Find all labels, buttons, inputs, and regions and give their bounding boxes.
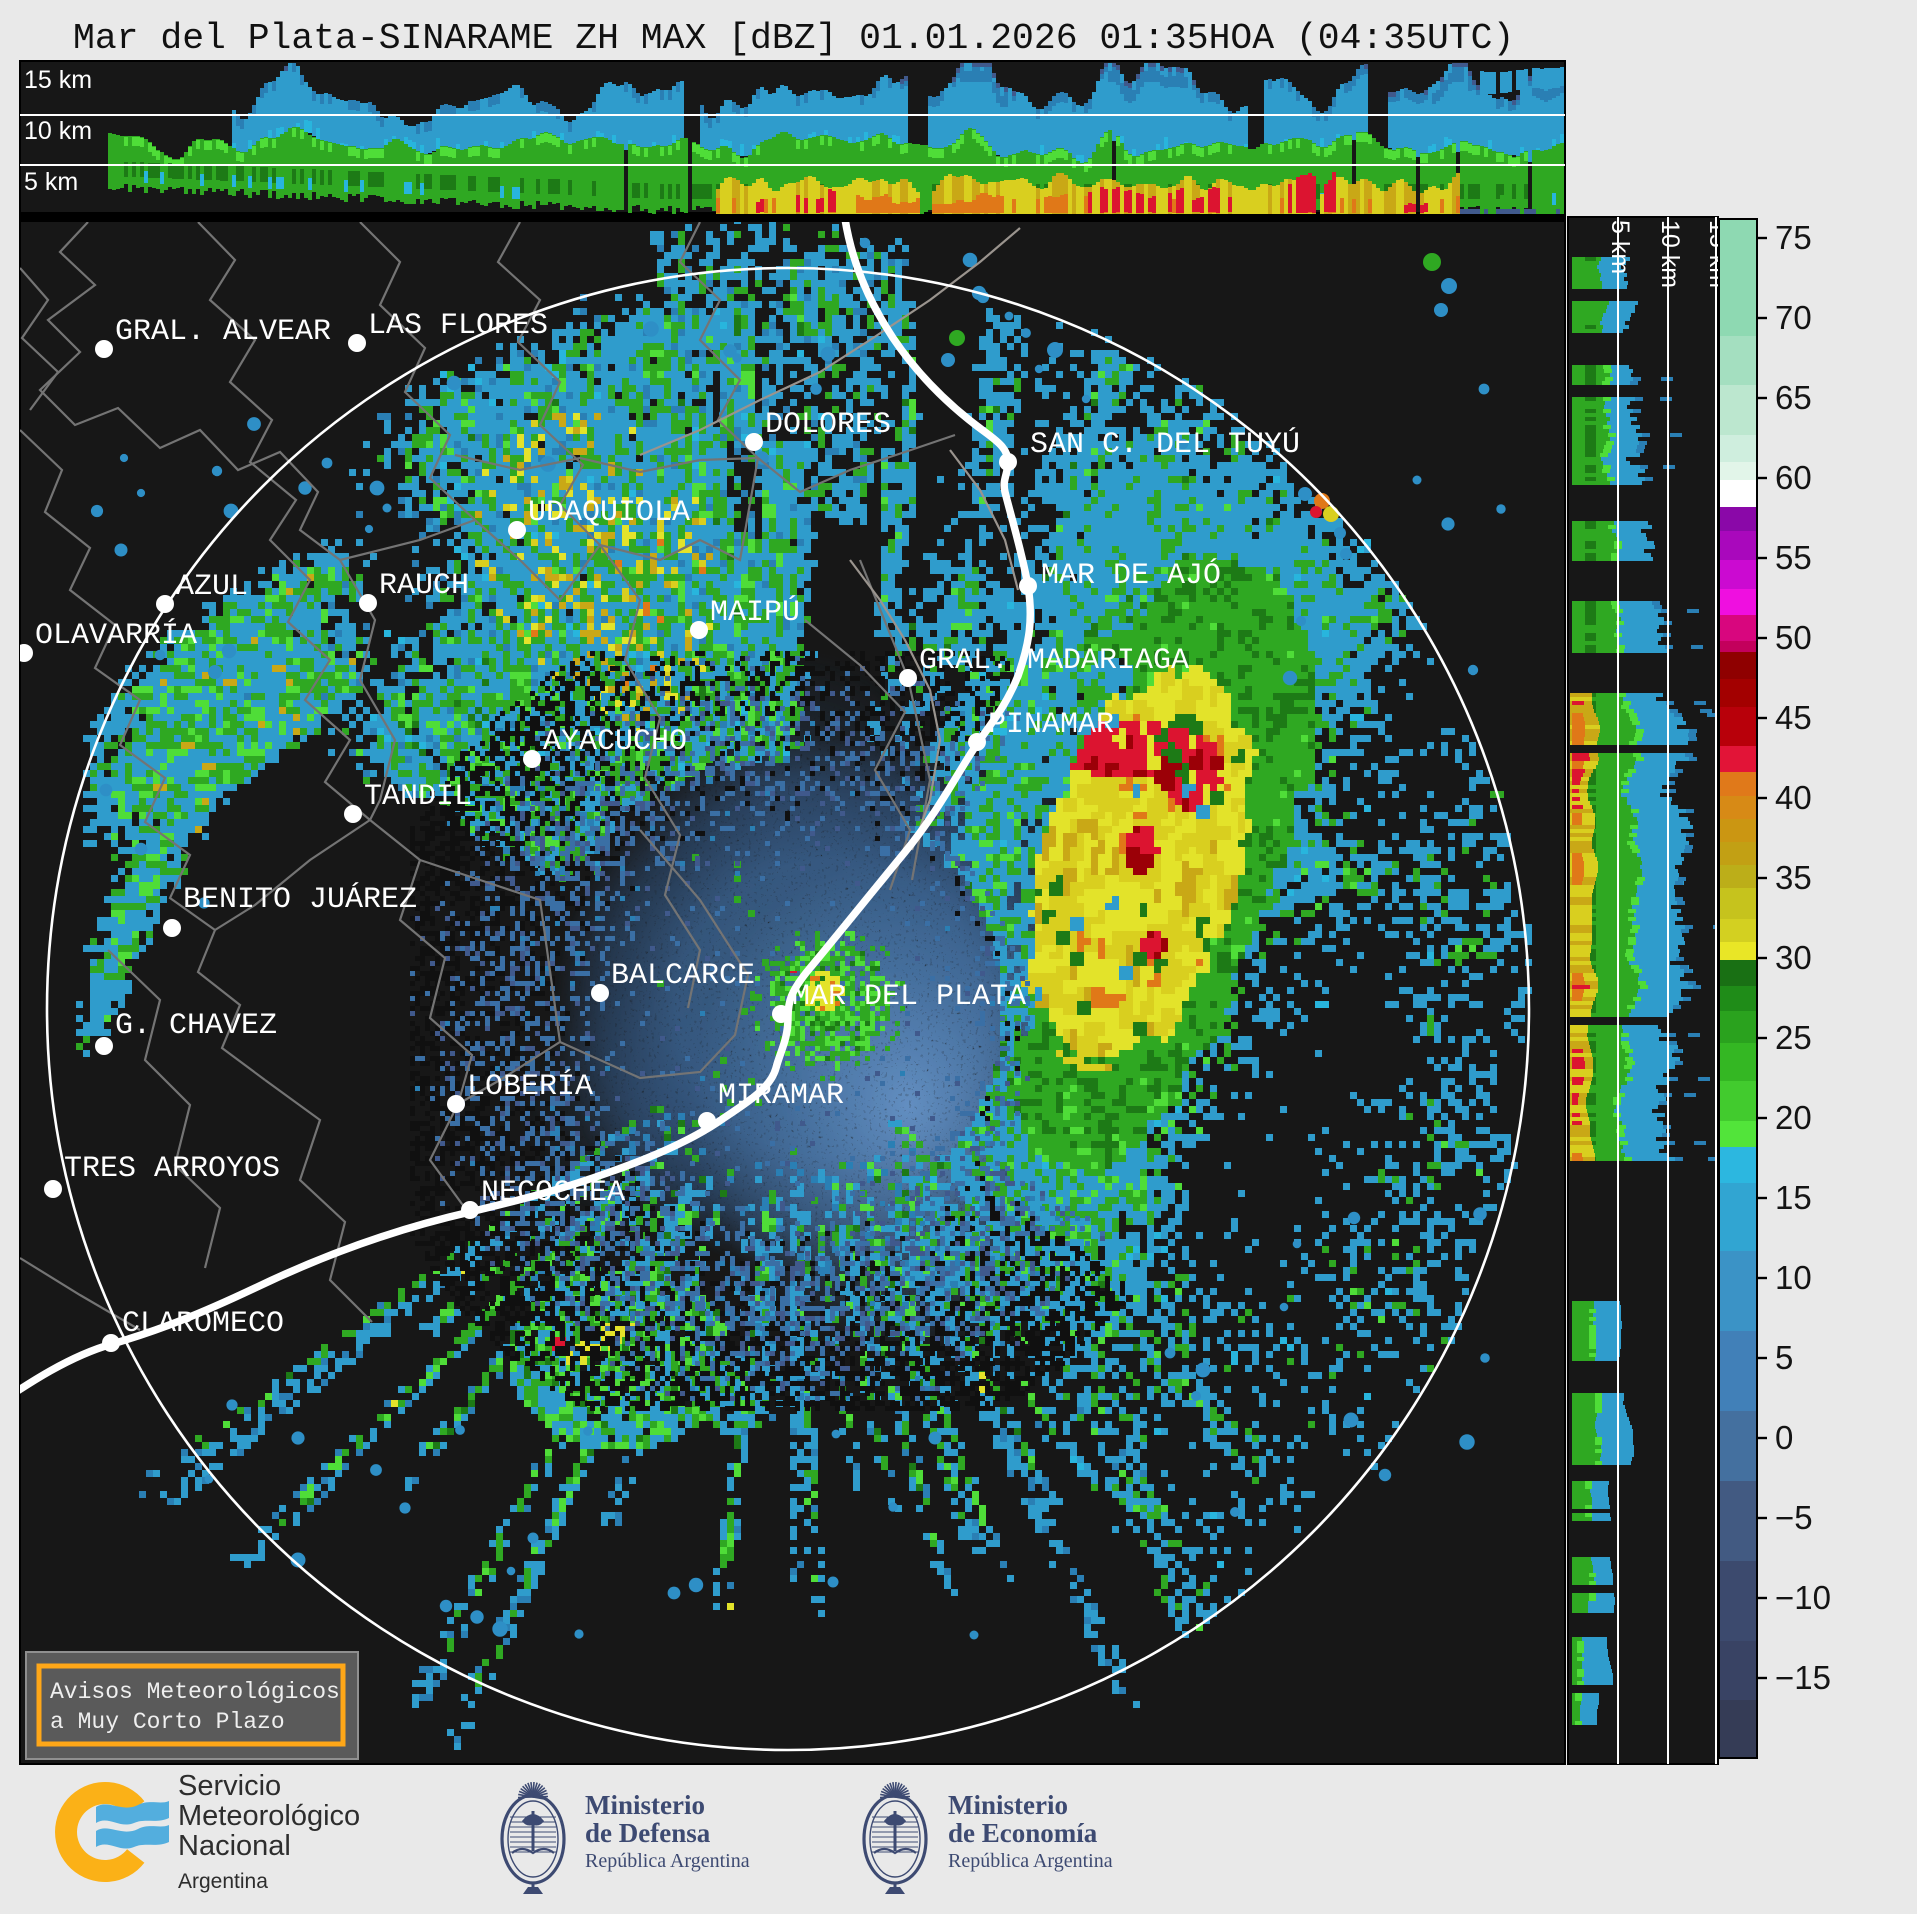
svg-text:OLAVARRÍA: OLAVARRÍA	[35, 618, 197, 653]
svg-text:Avisos Meteorológicos: Avisos Meteorológicos	[50, 1679, 340, 1705]
svg-text:75: 75	[1775, 219, 1812, 256]
svg-text:60: 60	[1775, 459, 1812, 496]
svg-text:15 km: 15 km	[1704, 220, 1732, 288]
svg-text:20: 20	[1775, 1099, 1812, 1136]
svg-text:DOLORES: DOLORES	[765, 408, 891, 442]
svg-text:AZUL: AZUL	[176, 570, 248, 604]
svg-text:50: 50	[1775, 619, 1812, 656]
svg-text:SAN C. DEL TUYÚ: SAN C. DEL TUYÚ	[1030, 427, 1300, 462]
svg-text:0: 0	[1775, 1419, 1793, 1456]
svg-text:TANDIL: TANDIL	[364, 780, 472, 814]
svg-text:LOBERÍA: LOBERÍA	[467, 1069, 593, 1104]
svg-text:MAR DEL PLATA: MAR DEL PLATA	[792, 980, 1026, 1014]
svg-text:AYACUCHO: AYACUCHO	[543, 725, 687, 759]
svg-text:MIRAMAR: MIRAMAR	[718, 1079, 844, 1113]
svg-text:−10: −10	[1775, 1579, 1831, 1616]
svg-text:RAUCH: RAUCH	[379, 569, 469, 603]
svg-text:5 km: 5 km	[24, 168, 78, 196]
svg-text:40: 40	[1775, 779, 1812, 816]
svg-text:70: 70	[1775, 299, 1812, 336]
svg-text:−5: −5	[1775, 1499, 1813, 1536]
svg-text:15 km: 15 km	[24, 66, 92, 94]
svg-text:GRAL. MADARIAGA: GRAL. MADARIAGA	[919, 644, 1189, 678]
svg-text:LAS FLORES: LAS FLORES	[368, 309, 548, 343]
svg-text:55: 55	[1775, 539, 1812, 576]
svg-text:30: 30	[1775, 939, 1812, 976]
svg-text:G. CHAVEZ: G. CHAVEZ	[115, 1009, 277, 1043]
svg-text:BENITO JUÁREZ: BENITO JUÁREZ	[183, 882, 417, 917]
svg-text:TRES ARROYOS: TRES ARROYOS	[64, 1152, 280, 1186]
svg-text:MAR DE AJÓ: MAR DE AJÓ	[1041, 558, 1221, 593]
svg-text:10 km: 10 km	[24, 117, 92, 145]
svg-text:GRAL. ALVEAR: GRAL. ALVEAR	[115, 315, 331, 349]
svg-text:BALCARCE: BALCARCE	[611, 959, 755, 993]
svg-text:PINAMAR: PINAMAR	[988, 708, 1114, 742]
svg-text:35: 35	[1775, 859, 1812, 896]
svg-text:15: 15	[1775, 1179, 1812, 1216]
svg-text:65: 65	[1775, 379, 1812, 416]
svg-text:5: 5	[1775, 1339, 1793, 1376]
svg-text:−15: −15	[1775, 1659, 1831, 1696]
svg-text:10 km: 10 km	[1656, 220, 1684, 288]
svg-text:MAIPÚ: MAIPÚ	[710, 595, 800, 630]
svg-text:UDAQUIOLA: UDAQUIOLA	[528, 496, 690, 530]
svg-text:a Muy Corto Plazo: a Muy Corto Plazo	[50, 1709, 285, 1735]
svg-text:CLAROMECO: CLAROMECO	[122, 1307, 284, 1341]
svg-text:5 km: 5 km	[1606, 220, 1634, 274]
svg-text:45: 45	[1775, 699, 1812, 736]
svg-text:10: 10	[1775, 1259, 1812, 1296]
svg-text:25: 25	[1775, 1019, 1812, 1056]
svg-text:NECOCHEA: NECOCHEA	[481, 1176, 625, 1210]
svg-text:Mar del Plata-SINARAME ZH MAX: Mar del Plata-SINARAME ZH MAX [dBZ] 01.0…	[73, 18, 1514, 59]
